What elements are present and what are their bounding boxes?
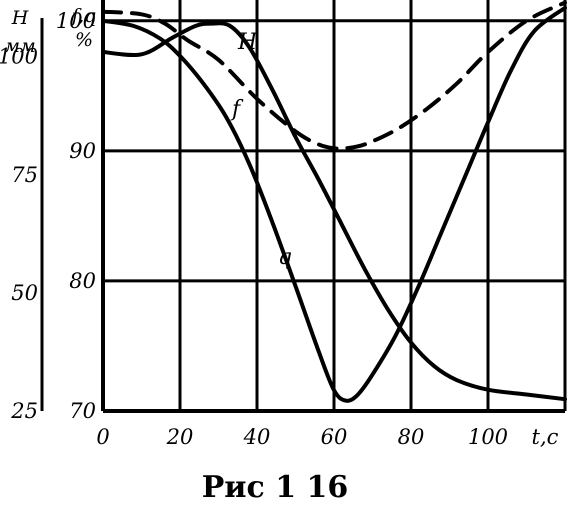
left-axis-title: H мм <box>4 7 36 57</box>
tick-labels: 0 20 40 60 80 100 25 50 75 100 70 80 90 100 <box>0 9 508 449</box>
right-tick-label: 70 <box>69 399 96 423</box>
series-label-H: H <box>237 30 258 55</box>
left-tick-label: 75 <box>11 163 38 187</box>
left-tick-label: 100 <box>0 45 38 69</box>
right-axis-title-line-1: f,q <box>70 5 97 27</box>
right-tick-label: 80 <box>69 269 96 293</box>
x-axis-title: t,c <box>532 425 559 449</box>
figure-caption: Рис 1 16 <box>202 470 349 505</box>
right-axis-title: f,q % <box>70 5 97 51</box>
left-axis-title-line-1: H <box>11 7 29 29</box>
right-axis-title-line-2: % <box>75 29 93 51</box>
x-tick-label: 80 <box>398 425 425 449</box>
right-tick-label: 100 <box>56 9 96 33</box>
series-line-H <box>101 21 567 402</box>
left-tick-label: 50 <box>11 281 38 305</box>
left-axis-title-line-2: мм <box>4 35 36 57</box>
right-tick-label: 90 <box>69 139 96 163</box>
series-label-q: q <box>278 245 292 270</box>
left-tick-label: 25 <box>10 399 38 423</box>
x-tick-label: 40 <box>243 425 271 449</box>
x-tick-label: 60 <box>321 425 348 449</box>
x-tick-label: 100 <box>468 425 508 449</box>
series-group <box>101 0 567 403</box>
series-line-f <box>101 0 567 151</box>
x-tick-label: 20 <box>166 425 194 449</box>
plot-frame <box>40 0 567 413</box>
series-label-f: f <box>230 97 244 122</box>
x-tick-label: 0 <box>96 425 109 449</box>
grid <box>103 0 565 411</box>
series-line-q <box>101 5 567 403</box>
